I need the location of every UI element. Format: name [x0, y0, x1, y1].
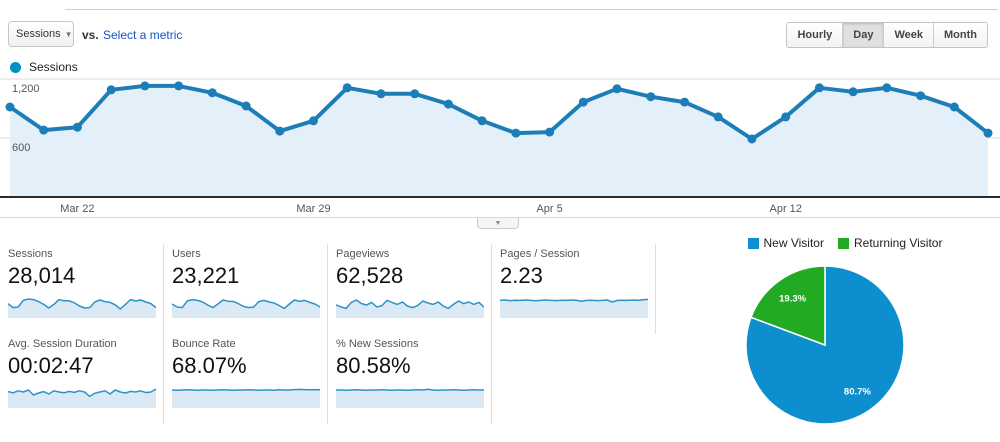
metric-card-sparkline: [171, 298, 321, 318]
metric-card-value: 68.07%: [172, 353, 247, 378]
interval-button-day[interactable]: Day: [842, 23, 884, 47]
select-metric-link[interactable]: Select a metric: [103, 28, 183, 42]
pie-legend-label: New Visitor: [763, 236, 824, 250]
pie-slice-percentage: 19.3%: [779, 293, 806, 304]
metric-cards: Sessions 28,014 Users 23,221 Pageviews 62,528…: [0, 244, 660, 424]
pie-slice-percentage: 80.7%: [844, 387, 871, 398]
metric-card-value: 28,014: [8, 263, 76, 288]
metric-card-sparkline: [336, 388, 484, 408]
interval-button-week[interactable]: Week: [883, 23, 934, 47]
metric-card-label: Pages / Session: [500, 248, 580, 260]
metric-card-label: Pageviews: [336, 248, 390, 260]
svg-text:Mar 29: Mar 29: [296, 203, 330, 215]
interval-button-group: Hourly Day Week Month: [786, 22, 988, 48]
metric-card-bounce-rate[interactable]: Bounce Rate 68.07%: [164, 334, 328, 424]
legend-swatch-icon: [837, 237, 849, 249]
interval-button-month[interactable]: Month: [933, 23, 987, 47]
metric-card-sparkline: [7, 388, 157, 408]
metric-card-sparkline: [499, 298, 649, 318]
top-divider: [65, 9, 998, 10]
metric-card-label: Sessions: [8, 248, 53, 260]
svg-text:600: 600: [12, 142, 30, 154]
pie-legend: New Visitor Returning Visitor: [690, 236, 1000, 250]
metric-card-new-sessions[interactable]: % New Sessions 80.58%: [328, 334, 492, 424]
metric-card-sessions[interactable]: Sessions 28,014: [0, 244, 164, 334]
metric-card-pageviews[interactable]: Pageviews 62,528: [328, 244, 492, 334]
metric-card-value: 62,528: [336, 263, 404, 288]
collapse-chart-button[interactable]: ▼: [477, 218, 519, 229]
sessions-legend: Sessions: [10, 60, 78, 74]
metric-card-pages-session[interactable]: Pages / Session 2.23: [492, 244, 656, 334]
sessions-line-chart: 1,200 600 Mar 22 Mar 29 Apr 5 Apr 12: [0, 78, 1000, 215]
primary-metric-dropdown[interactable]: Sessions ▼: [8, 21, 74, 47]
metric-card-avg-session-duration[interactable]: Avg. Session Duration 00:02:47: [0, 334, 164, 424]
metric-card-value: 80.58%: [336, 353, 411, 378]
metric-card-sparkline: [7, 298, 157, 318]
chevron-down-icon: ▼: [494, 219, 502, 227]
svg-text:Apr 12: Apr 12: [769, 203, 801, 215]
metric-card-value: 00:02:47: [8, 353, 94, 378]
visitor-type-block: New Visitor Returning Visitor 80.7% 19.3%: [690, 232, 1000, 442]
metric-card-label: Users: [172, 248, 201, 260]
legend-swatch-icon: [747, 237, 759, 249]
svg-text:1,200: 1,200: [12, 83, 40, 95]
pie-legend-entry-returning-visitor: Returning Visitor: [837, 236, 943, 250]
visitor-type-pie-chart: 80.7% 19.3%: [745, 265, 905, 425]
pie-legend-label: Returning Visitor: [853, 236, 943, 250]
chevron-down-icon: ▼: [64, 29, 73, 39]
metric-card-value: 23,221: [172, 263, 240, 288]
interval-button-hourly[interactable]: Hourly: [787, 23, 843, 47]
primary-metric-label: Sessions: [16, 28, 61, 40]
metric-card-value: 2.23: [500, 263, 543, 288]
svg-text:Apr 5: Apr 5: [536, 203, 562, 215]
chart-bottom-divider: [0, 217, 1000, 218]
metric-card-label: Avg. Session Duration: [8, 338, 117, 350]
sessions-legend-label: Sessions: [29, 60, 78, 74]
metric-card-label: % New Sessions: [336, 338, 419, 350]
pie-legend-entry-new-visitor: New Visitor: [747, 236, 824, 250]
svg-text:Mar 22: Mar 22: [60, 203, 94, 215]
metric-card-sparkline: [335, 299, 485, 318]
sessions-legend-dot: [10, 61, 21, 73]
vs-label: vs.: [82, 28, 99, 42]
metric-card-label: Bounce Rate: [172, 338, 236, 350]
metric-card-sparkline: [171, 388, 321, 408]
metric-card-users[interactable]: Users 23,221: [164, 244, 328, 334]
